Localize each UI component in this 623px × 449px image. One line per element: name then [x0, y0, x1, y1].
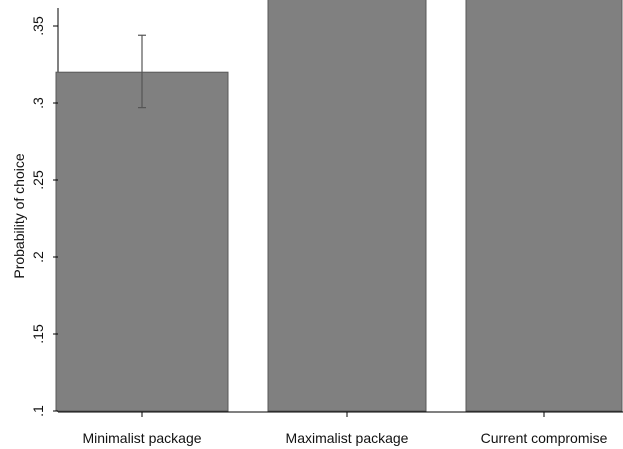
x-tick-label: Current compromise: [481, 430, 608, 446]
y-tick-label: .2: [30, 251, 46, 263]
y-tick-label: .15: [30, 324, 46, 344]
y-axis: .1.15.2.25.3.35.4.45.5.55.6: [30, 16, 58, 417]
x-axis: Minimalist package Maximalist package Curr…: [82, 412, 608, 446]
bar-minimalist-package: [55, 71, 229, 412]
x-tick-label: Maximalist package: [286, 430, 409, 446]
bar-current-compromise: [465, 0, 623, 412]
error-bars-group: [138, 34, 146, 109]
y-tick-label: .3: [30, 97, 46, 109]
error-bar: [138, 34, 146, 109]
bar-maximalist-package: [267, 0, 427, 412]
y-tick-label: .1: [30, 405, 46, 417]
y-tick-label: .35: [30, 16, 46, 36]
bars-group: [55, 0, 623, 412]
x-tick-label: Minimalist package: [82, 430, 201, 446]
y-axis-title: Probability of choice: [11, 153, 27, 279]
y-tick-label: .25: [30, 170, 46, 190]
